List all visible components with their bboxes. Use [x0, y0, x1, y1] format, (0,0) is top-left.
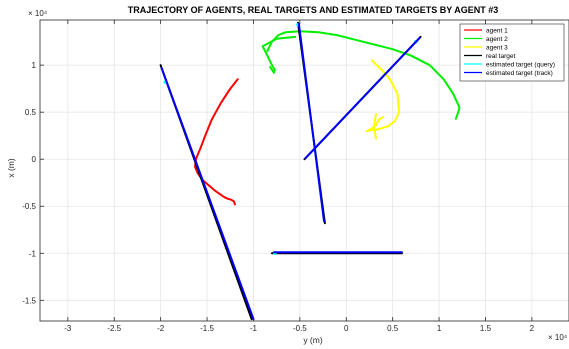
legend-item-agent-1: agent 1	[464, 27, 508, 34]
x-tick-label: 2	[530, 324, 535, 333]
y-axis-label: x (m)	[6, 158, 16, 178]
x-axis-label: y (m)	[303, 335, 323, 345]
y-tick-label: -1.5	[22, 296, 36, 305]
series-line-agent-3-lower	[373, 113, 377, 140]
series-line-agent-2-loop	[261, 35, 297, 74]
legend-label: real target	[486, 53, 515, 60]
legend-item-agent-3: agent 3	[464, 44, 508, 51]
legend-label: agent 1	[486, 27, 508, 34]
x-tick-label: 1.5	[480, 324, 492, 333]
chart-title: TRAJECTORY OF AGENTS, REAL TARGETS AND E…	[128, 5, 499, 15]
y-tick-label: 1	[32, 61, 37, 70]
legend-item-estimated-target-track: estimated target (track)	[464, 70, 553, 77]
ticks: -3 -2.5 -2 -1.5 -1 -0.5 0 0.5 1 1.5 2 -1.5 -1 -0.5 0 0.…	[22, 20, 535, 333]
x-tick-label: -2	[157, 324, 165, 333]
series-line-agent-2	[266, 30, 461, 120]
legend-item-real-target: real target	[464, 53, 515, 60]
series-segment-estimated-target-track-3	[304, 36, 421, 160]
x-tick-label: 0.5	[387, 324, 399, 333]
y-tick-label: 0.5	[25, 108, 37, 117]
y-exponent-label: × 10⁴	[28, 9, 48, 18]
x-tick-label: -0.5	[293, 324, 307, 333]
series-segment-estimated-target-track-1	[160, 67, 255, 321]
legend-item-agent-2: agent 2	[464, 36, 508, 43]
legend-label: agent 2	[486, 36, 508, 43]
x-tick-label: 1	[437, 324, 442, 333]
x-tick-label: -1.5	[200, 324, 214, 333]
x-tick-label: -1	[250, 324, 258, 333]
legend-label: estimated target (track)	[486, 70, 553, 77]
x-tick-label: -2.5	[107, 324, 121, 333]
traces	[159, 21, 461, 321]
y-tick-label: 0	[32, 155, 37, 164]
legend-item-estimated-target-query: estimated target (query)	[464, 61, 555, 68]
y-tick-label: -0.5	[22, 202, 36, 211]
x-exponent-label: × 10⁴	[548, 333, 568, 342]
plot-border	[39, 19, 569, 322]
x-tick-label: -3	[64, 324, 72, 333]
y-tick-label: -1	[29, 249, 37, 258]
series-segment-estimated-target-track-2	[297, 22, 325, 223]
series-line-agent-1	[194, 78, 239, 206]
legend-label: estimated target (query)	[486, 61, 555, 68]
x-tick-label: 0	[344, 324, 349, 333]
legend-box	[459, 23, 565, 82]
legend-label: agent 3	[486, 44, 508, 51]
